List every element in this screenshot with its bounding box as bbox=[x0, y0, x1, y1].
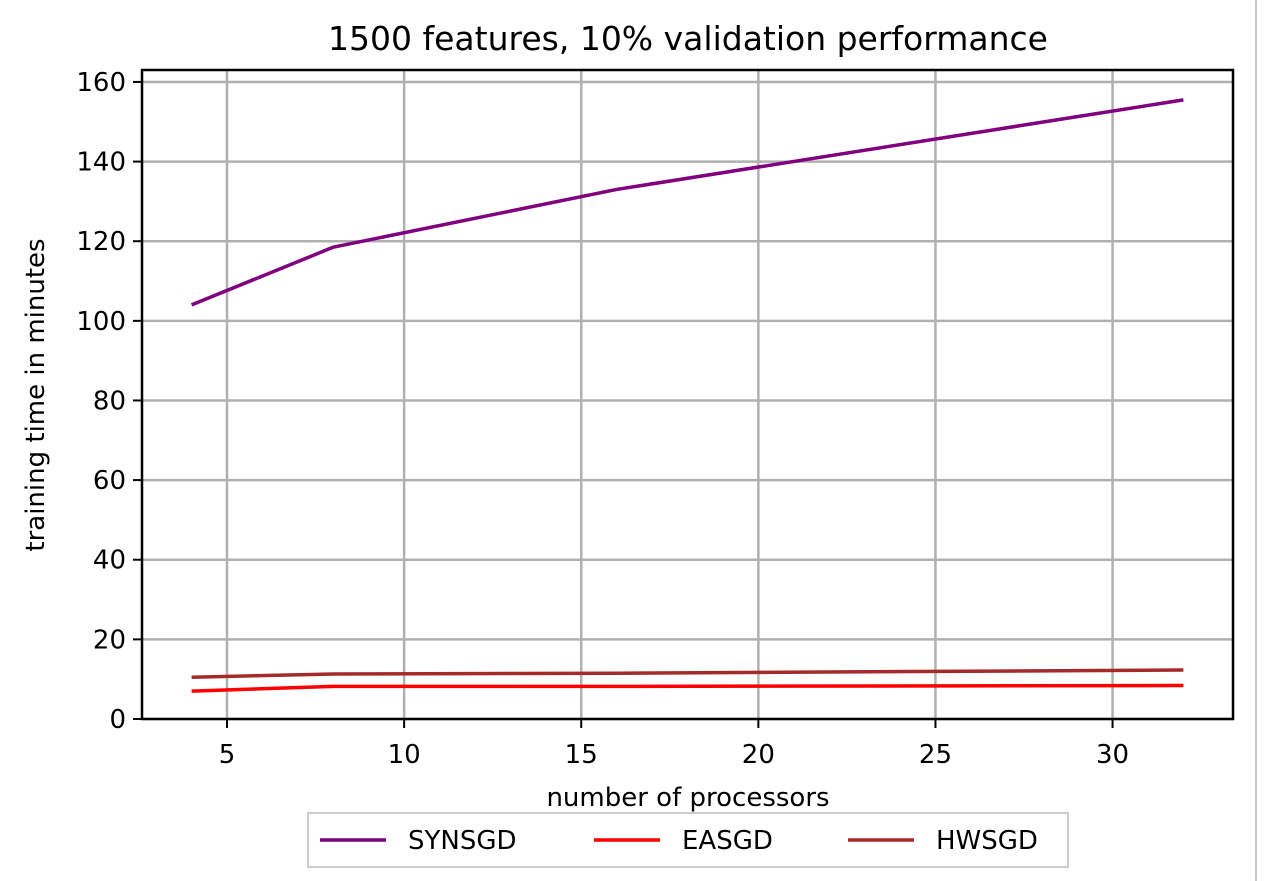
series-layer bbox=[190, 98, 1184, 693]
grid-lines bbox=[142, 70, 1233, 721]
legend-label-easgd: EASGD bbox=[682, 826, 773, 856]
x-tick-label: 15 bbox=[565, 740, 598, 770]
y-tick-label: 120 bbox=[76, 227, 126, 257]
legend: SYNSGD EASGD HWSGD bbox=[307, 812, 1069, 868]
y-tick-label: 40 bbox=[93, 546, 126, 576]
x-tick-label: 5 bbox=[219, 740, 236, 770]
series-line-hwsgd bbox=[191, 668, 1184, 679]
x-tick-label: 10 bbox=[388, 740, 421, 770]
y-tick-label: 0 bbox=[109, 705, 126, 735]
series-line-synsgd bbox=[190, 98, 1184, 307]
y-tick-label: 80 bbox=[93, 386, 126, 416]
chart-title: 1500 features, 10% validation performanc… bbox=[328, 19, 1048, 58]
y-axis: 0 20 40 60 80 100 120 140 160 bbox=[76, 68, 142, 735]
y-tick-label: 20 bbox=[93, 625, 126, 655]
y-tick-label: 160 bbox=[76, 68, 126, 98]
x-axis: 5 10 15 20 25 30 bbox=[219, 719, 1129, 770]
y-tick-label: 60 bbox=[93, 466, 126, 496]
series-line-easgd bbox=[191, 683, 1184, 693]
x-tick-label: 20 bbox=[742, 740, 775, 770]
legend-label-synsgd: SYNSGD bbox=[408, 826, 517, 856]
x-axis-label: number of processors bbox=[546, 783, 829, 813]
page-edge bbox=[1255, 0, 1269, 881]
x-tick-label: 30 bbox=[1096, 740, 1129, 770]
plot-area-frame bbox=[140, 68, 1235, 721]
y-tick-label: 140 bbox=[76, 148, 126, 178]
legend-box bbox=[307, 812, 1069, 868]
y-axis-label: training time in minutes bbox=[21, 238, 51, 551]
legend-label-hwsgd: HWSGD bbox=[936, 826, 1038, 856]
y-tick-label: 100 bbox=[76, 307, 126, 337]
x-tick-label: 25 bbox=[919, 740, 952, 770]
